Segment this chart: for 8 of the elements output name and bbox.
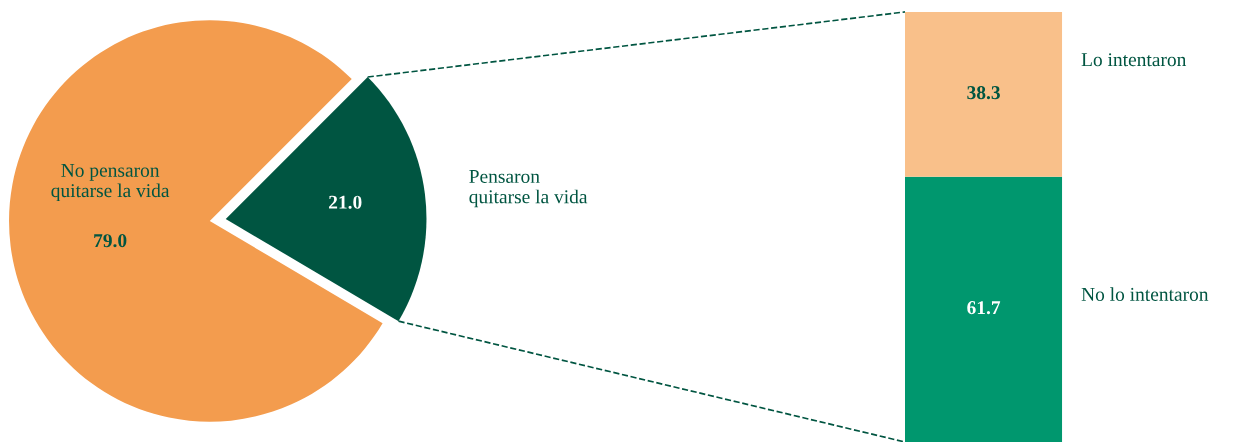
series-label: Lo intentaron xyxy=(1081,53,1187,67)
data-label: 79.0 xyxy=(94,234,127,248)
slice-label: Pensaron quitarse la vida xyxy=(469,170,588,208)
series-label: No lo intentaron xyxy=(1081,287,1209,301)
data-label: 21.0 xyxy=(329,195,362,209)
data-label: 38.3 xyxy=(967,86,1000,100)
slice-label: No pensaron quitarse la vida xyxy=(51,163,170,202)
data-label: 61.7 xyxy=(967,301,1001,315)
